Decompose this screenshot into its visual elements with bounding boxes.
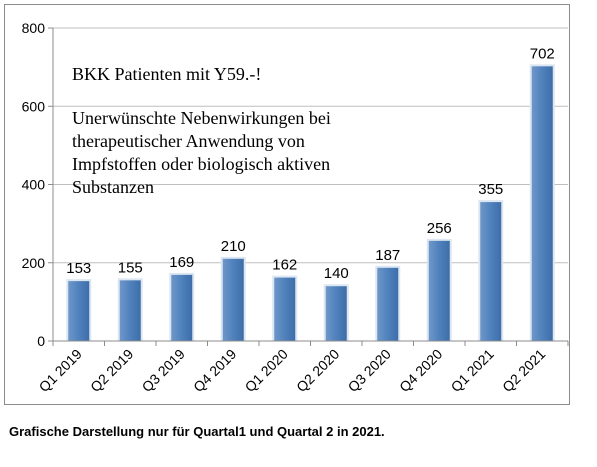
data-label-4: 210 [221, 238, 246, 255]
y-tick-label-200: 200 [22, 255, 46, 271]
annotation-line-5: Substanzen [72, 177, 154, 197]
data-label-7: 187 [375, 247, 400, 264]
y-axis: 0 200 400 600 800 [22, 20, 54, 349]
data-label-1: 153 [66, 260, 91, 277]
bar-4 [222, 258, 244, 341]
figure-caption: Grafische Darstellung nur für Quartal1 u… [9, 424, 385, 439]
bars: 153 155 169 210 162 140 187 256 355 702 [66, 45, 555, 341]
x-axis: Q1 2019 Q2 2019 Q3 2019 Q4 2019 Q1 2020 Q2 20… [36, 340, 569, 395]
bar-3 [171, 274, 193, 341]
bar-8 [428, 240, 450, 341]
x-tick-label-8: Q4 2020 [396, 346, 445, 395]
bar-9 [480, 202, 502, 341]
x-tick-label-2: Q2 2019 [87, 346, 136, 395]
data-label-10: 702 [530, 45, 555, 62]
annotation-line-2: Unerwünschte Nebenwirkungen bei [72, 108, 331, 128]
chart-annotation: BKK Patienten mit Y59.-! Unerwünschte Ne… [72, 64, 331, 197]
data-label-3: 169 [169, 254, 194, 271]
x-tick-label-1: Q1 2019 [36, 346, 85, 395]
data-label-8: 256 [427, 220, 452, 237]
bar-2 [119, 280, 141, 341]
y-tick-label-600: 600 [22, 98, 46, 114]
bar-7 [377, 267, 399, 341]
bar-1 [68, 281, 90, 341]
annotation-line-1: BKK Patienten mit Y59.-! [72, 64, 261, 84]
data-label-6: 140 [324, 265, 349, 282]
data-label-9: 355 [478, 181, 503, 198]
x-tick-label-10: Q2 2021 [499, 346, 548, 395]
bar-chart: 0 200 400 600 800 153 155 169 210 162 140 187 256 35… [22, 20, 569, 395]
y-tick-label-400: 400 [22, 177, 46, 193]
x-tick-label-4: Q4 2019 [190, 346, 239, 395]
data-label-2: 155 [118, 259, 143, 276]
x-tick-label-5: Q1 2020 [242, 346, 291, 395]
x-tick-label-9: Q1 2021 [448, 346, 497, 395]
y-tick-label-0: 0 [37, 333, 45, 349]
bar-6 [325, 286, 347, 341]
y-tick-label-800: 800 [22, 20, 46, 36]
bar-10 [531, 66, 553, 341]
annotation-line-4: Impfstoffen oder biologisch aktiven [72, 154, 330, 174]
annotation-line-3: therapeutischer Anwendung von [72, 131, 305, 151]
data-label-5: 162 [272, 257, 297, 274]
bar-5 [274, 277, 296, 341]
x-tick-label-7: Q3 2020 [345, 346, 394, 395]
x-tick-label-3: Q3 2019 [139, 346, 188, 395]
x-tick-label-6: Q2 2020 [293, 346, 342, 395]
